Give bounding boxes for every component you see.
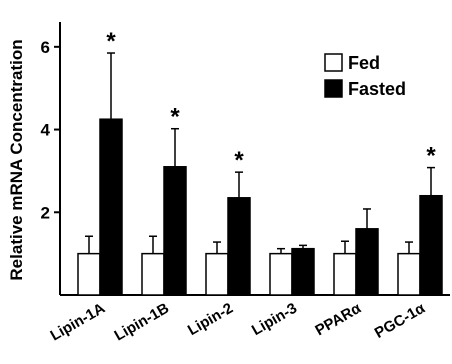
significance-marker: * [106,28,116,55]
x-tick-label: Lipin-1B [112,300,173,345]
bar-fed-3 [269,252,293,296]
legend: Fed Fasted [324,53,406,99]
x-tick-label: PPARα [312,299,364,339]
y-axis-label: Relative mRNA Concentration [7,39,26,280]
bar-fed-2 [205,252,229,296]
bar-fed-5 [397,252,421,296]
x-tick-label: Lipin-1A [48,300,109,345]
bar-fasted-5 [419,194,443,296]
y-tick-label: 4 [41,121,51,140]
y-ticks: 2 4 6 [41,38,60,222]
y-tick-label: 2 [41,203,50,222]
x-tick-labels: Lipin-1A Lipin-1B Lipin-2 Lipin-3 PPARα PGC-1… [48,299,429,344]
legend-swatch-fasted [324,79,343,98]
legend-label-fed: Fed [348,53,380,73]
legend-swatch-fed [324,53,343,72]
bar-fed-1 [141,252,165,296]
bar-fasted-2 [227,197,251,296]
significance-marker: * [170,104,180,131]
bar-fed-0 [77,252,101,296]
bar-fasted-1 [163,166,187,296]
significance-marker: * [234,147,244,174]
y-tick-label: 6 [41,38,50,57]
bar-fasted-0 [99,118,123,296]
axes [59,22,450,296]
x-tick-label: Lipin-2 [185,300,236,339]
bar-fed-4 [333,252,357,296]
bar-fasted-3 [291,247,315,296]
significance-marker: * [426,143,436,170]
x-tick-label: PGC-1α [372,299,429,342]
bars: * * * * [77,28,443,296]
x-tick-label: Lipin-3 [249,300,300,339]
bar-fasted-4 [355,228,379,296]
legend-label-fasted: Fasted [348,79,406,99]
